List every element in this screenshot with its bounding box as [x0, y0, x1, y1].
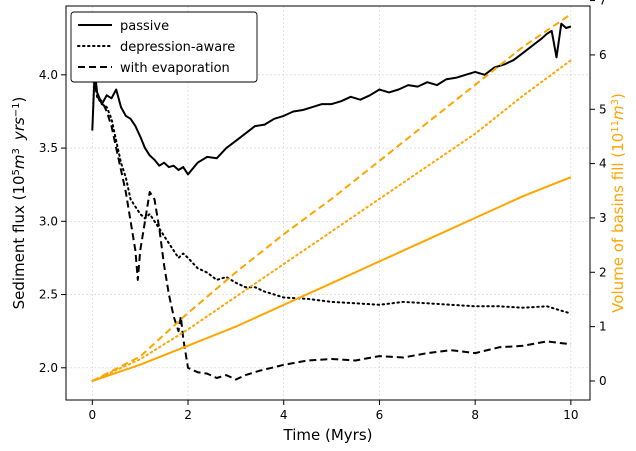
y-right-tick-label: 2 [599, 265, 607, 279]
legend-box [70, 11, 258, 83]
series-line-left-passive [91, 22, 572, 176]
series-line-right-passive [91, 176, 572, 382]
series-line-left-with-evaporation [91, 74, 572, 381]
series-line-right-with-evaporation [91, 13, 572, 382]
ticks: 0 2 4 6 8 10 2.0 2.5 3.0 3.5 4.0 0 1 2 3 4 5 6 7 [39, 0, 607, 422]
y-tick-label: 3.0 [39, 214, 58, 228]
y-right-tick-label: 5 [599, 102, 607, 116]
x-tick-label: 8 [471, 408, 479, 422]
right-axis-series [91, 13, 572, 382]
x-tick-label: 4 [280, 408, 288, 422]
x-tick-label: 2 [184, 408, 192, 422]
legend-label-depression-aware: depression-aware [120, 40, 235, 55]
y-tick-label: 2.5 [39, 288, 58, 302]
x-axis-label: Time (Myrs) [283, 426, 373, 444]
y-tick-label: 2.0 [39, 361, 58, 375]
y-right-tick-label: 7 [599, 0, 607, 8]
plot-frame [65, 5, 591, 401]
legend-label-passive: passive [120, 19, 169, 34]
x-tick-label: 0 [88, 408, 96, 422]
left-axis-series [91, 22, 572, 381]
legend: passive depression-aware with evaporatio… [70, 11, 258, 83]
y-tick-label: 3.5 [39, 141, 58, 155]
series-line-left-depression-aware [91, 69, 572, 315]
y-right-tick-label: 3 [599, 211, 607, 225]
y-axis-label-right: Volume of basins fill (1011m3) [609, 93, 627, 313]
y-right-tick-label: 6 [599, 48, 607, 62]
y-right-tick-label: 1 [599, 320, 607, 334]
y-right-tick-label: 0 [599, 374, 607, 388]
legend-label-with-evaporation: with evaporation [120, 61, 230, 76]
x-tick-label: 6 [376, 408, 384, 422]
y-right-tick-label: 4 [599, 157, 607, 171]
y-axis-label: Sediment flux (105m3yrs−1) [10, 97, 28, 310]
x-tick-label: 10 [563, 408, 578, 422]
series-line-right-depression-aware [91, 59, 572, 382]
y-tick-label: 4.0 [39, 68, 58, 82]
